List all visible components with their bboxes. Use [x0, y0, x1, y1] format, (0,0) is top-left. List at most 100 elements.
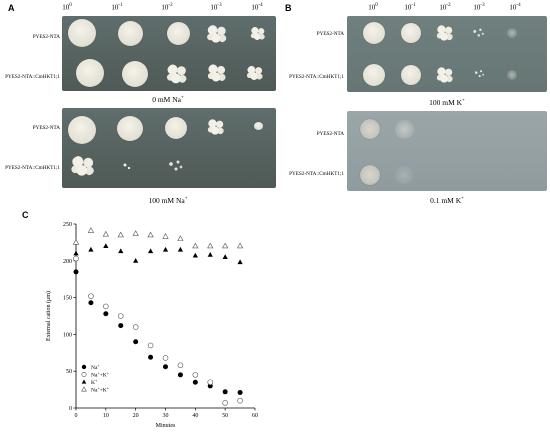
- dilution-label: 10-2: [439, 3, 451, 12]
- open-circle-marker: [147, 342, 154, 349]
- open-triangle-marker: [207, 242, 214, 249]
- filled-circle-marker: [192, 379, 198, 385]
- yeast-spot: [395, 166, 413, 184]
- filled-circle-marker: [222, 389, 228, 395]
- yeast-spot: [360, 119, 380, 139]
- panel-a-dilution-header: 100 10-1 10-2 10-3 10-4: [52, 3, 272, 15]
- panel-b-letter: B: [285, 3, 292, 13]
- yeast-spot: [166, 63, 188, 85]
- legend-entry-label: Na++K+: [91, 370, 110, 379]
- open-circle-marker: [192, 372, 199, 378]
- panel-b-dilution-header: 100 10-1 10-2 10-3 10-4: [360, 3, 550, 15]
- yeast-spot: [246, 65, 264, 81]
- strain-label-control: PYES2-NTA: [32, 125, 60, 131]
- open-circle-marker: [88, 293, 94, 299]
- plate-a-0mm-na: [62, 16, 276, 91]
- condition-100mm-na: 100 mM Na+: [148, 196, 188, 205]
- open-triangle-marker: [117, 231, 124, 238]
- filled-circle-marker: [237, 390, 243, 396]
- open-triangle-marker: [236, 242, 244, 249]
- x-axis-label: Minutes: [156, 423, 176, 429]
- yeast-spot: [401, 23, 421, 43]
- yeast-spot: [470, 25, 486, 41]
- plate-a-100mm-na: [62, 108, 276, 188]
- filled-triangle-marker: [118, 248, 124, 254]
- filled-triangle-marker: [177, 246, 184, 252]
- open-triangle-marker: [81, 386, 87, 392]
- yeast-spot: [254, 122, 263, 130]
- open-triangle-marker: [192, 242, 199, 249]
- open-triangle-marker: [147, 231, 154, 238]
- filled-triangle-marker: [133, 257, 139, 263]
- filled-triangle-marker: [207, 252, 213, 257]
- strain-label-cmhkt: PYES2-NTA::CmHKT1;1: [289, 74, 344, 80]
- open-triangle-marker: [222, 242, 229, 249]
- filled-triangle-marker: [192, 252, 198, 258]
- open-circle-marker: [237, 397, 243, 404]
- x-tick-label: 60: [252, 413, 258, 419]
- strain-label-cmhkt: PYES2-NTA::CmHKT1;1: [289, 171, 344, 177]
- open-circle-marker: [207, 379, 214, 386]
- dilution-label: 10-1: [404, 3, 416, 12]
- condition-0mm-na: 0 mM Na+: [152, 95, 184, 104]
- y-tick-label: 50: [66, 369, 72, 375]
- chart-legend: Na+Na++K+K+Na++K+: [81, 363, 110, 394]
- dilution-label: 10-3: [210, 3, 222, 12]
- yeast-spot: [401, 65, 421, 85]
- plate-b-100mm-k: [347, 16, 547, 92]
- x-tick-label: 10: [103, 413, 109, 419]
- filled-circle-marker: [118, 323, 124, 329]
- x-tick-label: 40: [192, 413, 198, 419]
- yeast-spot: [206, 24, 228, 44]
- x-tick-label: 50: [222, 413, 228, 419]
- y-tick-label: 150: [63, 296, 72, 302]
- strain-label-control: PYES2-NTA: [32, 34, 60, 40]
- yeast-spot: [117, 156, 137, 176]
- open-triangle-marker: [87, 227, 95, 233]
- yeast-spot: [122, 61, 148, 87]
- dilution-label: 10-4: [509, 3, 521, 12]
- yeast-spot: [472, 67, 486, 81]
- legend-entry-label: Na+: [91, 363, 100, 372]
- open-circle-marker: [81, 372, 87, 378]
- x-tick-label: 30: [163, 413, 169, 419]
- open-circle-marker: [222, 400, 228, 406]
- dilution-label: 10-3: [473, 3, 485, 12]
- filled-circle-marker: [81, 364, 87, 370]
- dilution-label: 100: [62, 3, 72, 12]
- yeast-spot: [436, 66, 454, 84]
- legend-entry-label: Na++K+: [91, 385, 110, 394]
- open-triangle-marker: [102, 230, 109, 237]
- x-tick-label: 0: [75, 413, 78, 419]
- panel-a-letter: A: [8, 3, 15, 13]
- strain-label-control: PYES2-NTA: [316, 31, 344, 37]
- yeast-spot: [250, 26, 266, 41]
- filled-circle-marker: [133, 339, 139, 345]
- yeast-spot: [207, 63, 227, 83]
- filled-circle-marker: [177, 372, 183, 378]
- dilution-label: 10-4: [251, 3, 263, 12]
- strain-label-control: PYES2-NTA: [316, 131, 344, 137]
- open-circle-marker: [73, 255, 79, 262]
- filled-circle-marker: [88, 300, 94, 306]
- yeast-spot: [76, 59, 104, 87]
- open-circle-marker: [103, 303, 109, 310]
- dilution-label: 100: [368, 3, 378, 12]
- filled-circle-marker: [163, 364, 168, 370]
- dilution-label: 10-2: [161, 3, 173, 12]
- open-triangle-marker: [162, 233, 169, 239]
- filled-circle-marker: [73, 269, 79, 275]
- open-circle-marker: [177, 362, 184, 369]
- filled-circle-marker: [148, 354, 154, 360]
- filled-triangle-marker: [237, 259, 243, 265]
- yeast-spot: [117, 116, 143, 141]
- yeast-spot: [165, 117, 187, 139]
- strain-label-cmhkt: PYES2-NTA::CmHKT1;1: [5, 74, 60, 80]
- yeast-spot: [70, 155, 96, 177]
- open-circle-marker: [117, 313, 124, 319]
- open-triangle-marker: [177, 235, 184, 241]
- yeast-spot: [165, 156, 185, 176]
- dilution-label: 10-1: [111, 3, 123, 12]
- open-triangle-marker: [132, 230, 139, 236]
